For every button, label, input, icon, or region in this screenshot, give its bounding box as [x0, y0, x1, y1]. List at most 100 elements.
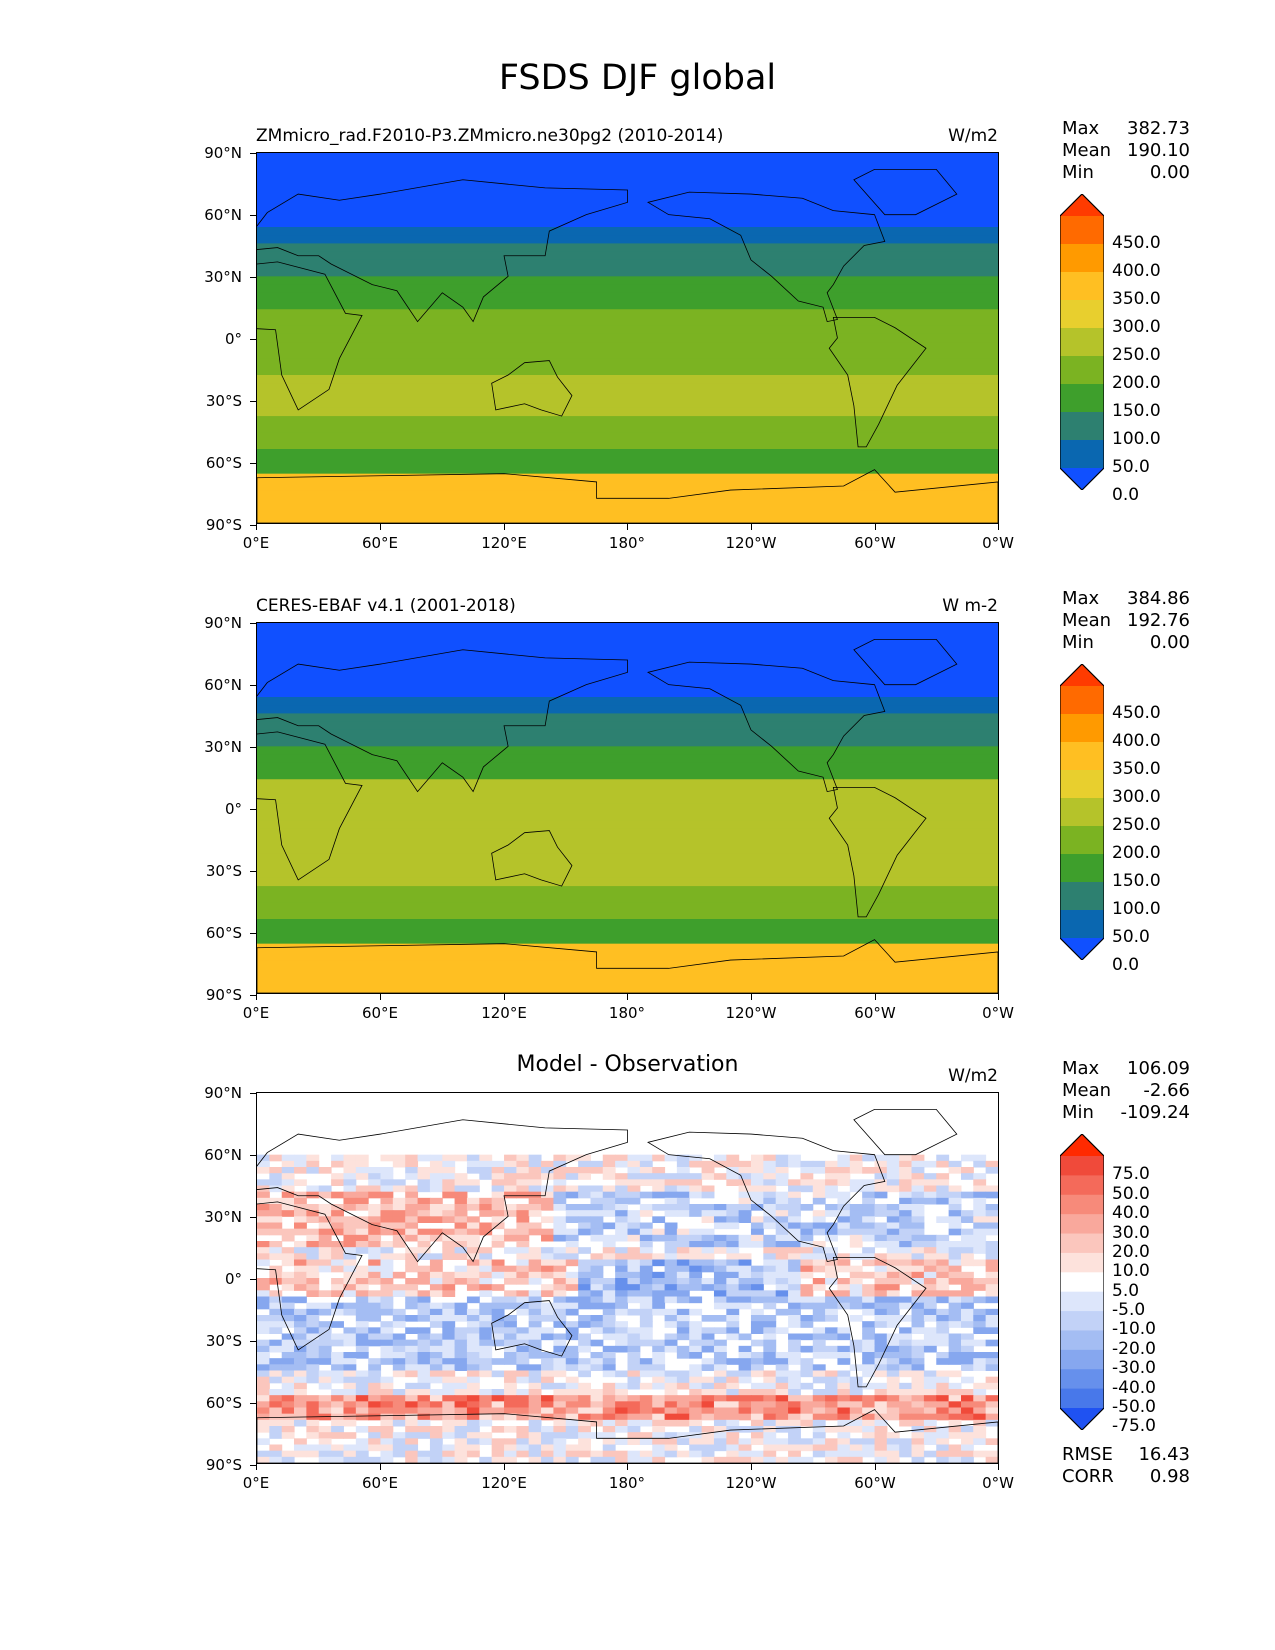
contour-cell	[812, 1191, 826, 1199]
contour-cell	[874, 1389, 888, 1396]
contour-cell	[355, 1444, 369, 1452]
contour-cell	[985, 1222, 998, 1230]
contour-cell	[639, 1450, 653, 1458]
contour-cell	[775, 1413, 789, 1421]
contour-cell	[664, 1228, 678, 1236]
contour-cell	[788, 1284, 801, 1291]
contour-cell	[578, 1290, 591, 1297]
contour-cell	[281, 1315, 295, 1322]
contour-cell	[837, 1278, 851, 1285]
contour-cell	[849, 1389, 863, 1396]
contour-cell	[849, 1284, 863, 1291]
contour-cell	[726, 1302, 740, 1310]
contour-cell	[343, 1173, 357, 1180]
contour-cell	[602, 1204, 616, 1211]
contour-cell	[565, 1444, 579, 1452]
contour-cell	[750, 1296, 764, 1304]
contour-cell	[269, 1321, 283, 1328]
contour-cell	[504, 1339, 517, 1347]
contour-cell	[578, 1210, 591, 1217]
contour-cell	[886, 1308, 900, 1316]
contour-cell	[886, 1315, 900, 1322]
contour-cell	[837, 1370, 851, 1378]
contour-cell	[368, 1432, 382, 1439]
contour-cell	[627, 1191, 641, 1199]
contour-cell	[281, 1352, 295, 1359]
colorbar-tick-label: 75.0	[1112, 1164, 1150, 1185]
contour-cell	[627, 1210, 641, 1217]
contour-cell	[862, 1413, 876, 1421]
contour-cell	[442, 1167, 456, 1174]
contour-cell	[701, 1216, 715, 1223]
contour-cell	[294, 1333, 307, 1341]
contour-cell	[639, 1222, 653, 1230]
contour-cell	[874, 1438, 888, 1445]
contour-cell	[331, 1278, 344, 1285]
contour-cell	[652, 1302, 666, 1310]
contour-cell	[281, 1197, 295, 1205]
contour-band	[257, 218, 998, 228]
contour-cell	[775, 1160, 789, 1168]
contour-cell	[936, 1185, 950, 1193]
contour-cell	[960, 1315, 974, 1322]
contour-cell	[911, 1339, 925, 1347]
contour-cell	[318, 1290, 332, 1297]
contour-cell	[775, 1456, 789, 1463]
contour-cell	[812, 1278, 826, 1285]
contour-cell	[775, 1290, 789, 1297]
contour-cell	[837, 1197, 851, 1205]
contour-cell	[281, 1345, 295, 1353]
contour-cell	[664, 1191, 678, 1199]
contour-cell	[491, 1450, 505, 1458]
contour-cell	[516, 1364, 530, 1371]
contour-cell	[788, 1241, 801, 1248]
contour-cell	[602, 1296, 616, 1304]
contour-cell	[565, 1395, 579, 1402]
contour-cell	[763, 1197, 777, 1205]
contour-cell	[763, 1370, 777, 1378]
contour-cell	[392, 1389, 406, 1396]
contour-cell	[429, 1234, 443, 1242]
contour-cell	[738, 1253, 752, 1260]
contour-cell	[380, 1228, 394, 1236]
contour-cell	[701, 1284, 715, 1291]
contour-cell	[639, 1308, 653, 1316]
contour-cell	[738, 1179, 752, 1186]
contour-cell	[763, 1290, 777, 1297]
contour-cell	[380, 1327, 394, 1334]
contour-cell	[306, 1407, 320, 1415]
contour-cell	[429, 1389, 443, 1396]
contour-cell	[874, 1352, 888, 1359]
contour-cell	[257, 1364, 270, 1371]
colorbar-segment	[1060, 882, 1104, 911]
contour-cell	[652, 1345, 666, 1353]
contour-cell	[960, 1432, 974, 1439]
contour-cell	[763, 1296, 777, 1304]
contour-cell	[763, 1222, 777, 1230]
contour-cell	[553, 1382, 567, 1390]
contour-cell	[726, 1426, 740, 1433]
contour-cell	[417, 1450, 431, 1458]
contour-cell	[466, 1216, 480, 1223]
contour-cell	[541, 1370, 554, 1378]
contour-cell	[553, 1278, 567, 1285]
contour-cell	[417, 1265, 431, 1273]
contour-cell	[936, 1284, 950, 1291]
contour-cell	[429, 1450, 443, 1458]
contour-cell	[800, 1333, 814, 1341]
contour-cell	[466, 1382, 480, 1390]
contour-cell	[541, 1444, 554, 1452]
contour-cell	[479, 1370, 493, 1378]
contour-band	[257, 820, 998, 830]
contour-cell	[257, 1339, 270, 1347]
contour-cell	[429, 1432, 443, 1439]
contour-cell	[528, 1173, 542, 1180]
contour-cell	[281, 1426, 295, 1433]
lat-tick-label: 60°N	[182, 1146, 256, 1164]
contour-cell	[763, 1389, 777, 1396]
contour-cell	[516, 1333, 530, 1341]
contour-cell	[306, 1308, 320, 1316]
contour-cell	[899, 1179, 913, 1186]
contour-cell	[750, 1389, 764, 1396]
contour-cell	[775, 1284, 789, 1291]
